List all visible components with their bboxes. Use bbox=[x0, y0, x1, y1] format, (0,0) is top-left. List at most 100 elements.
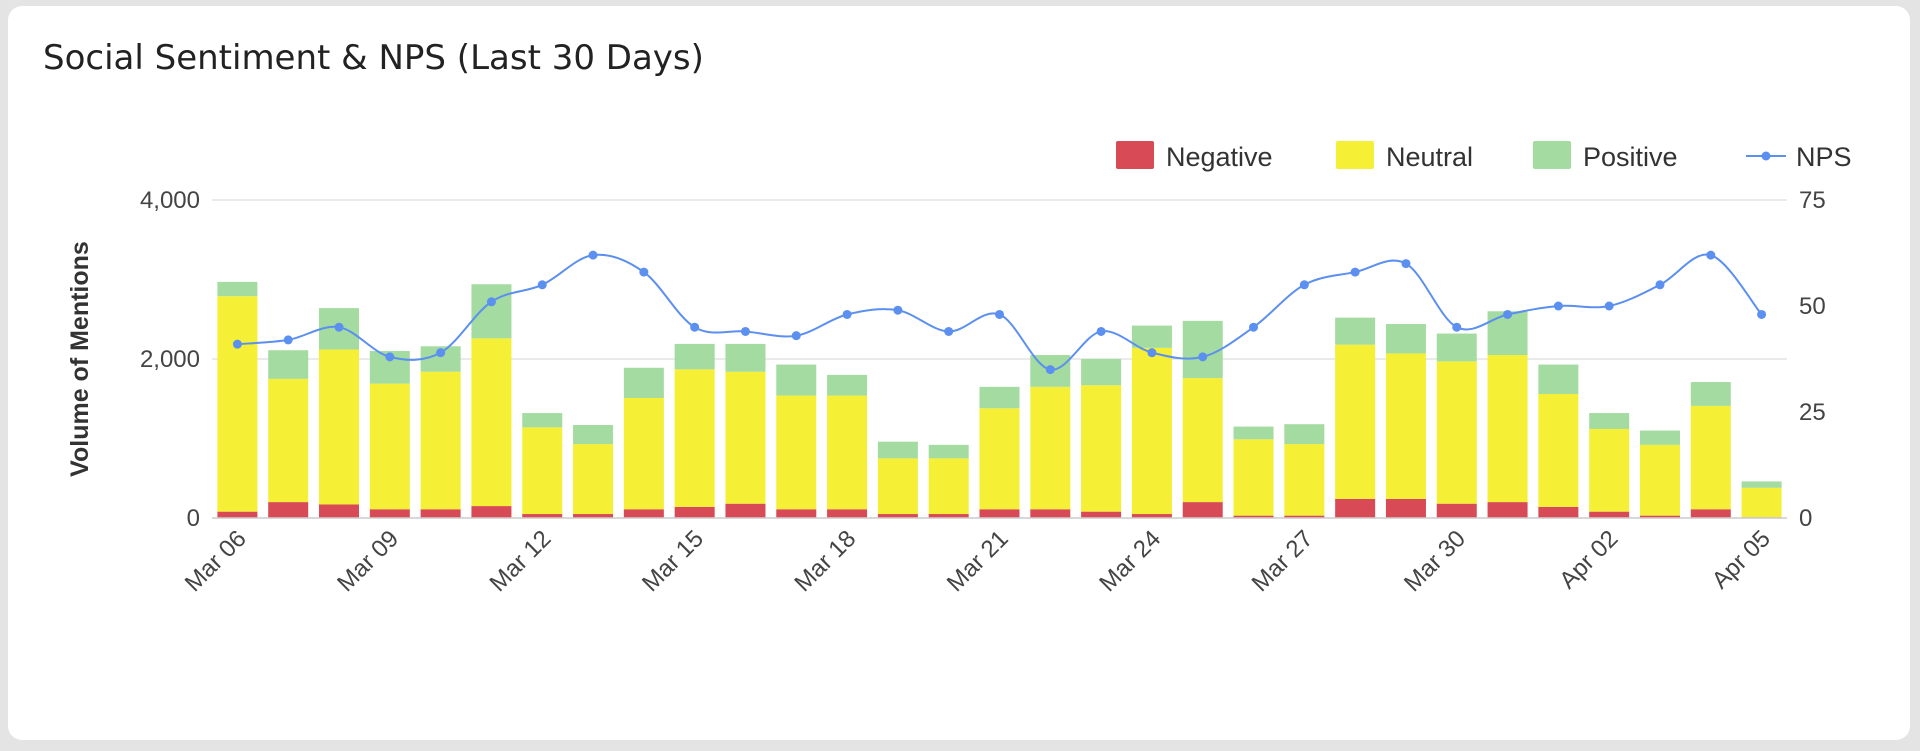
bar-negative-3 bbox=[369, 509, 410, 518]
nps-point-19 bbox=[1198, 352, 1208, 362]
bar-neutral-13 bbox=[877, 458, 918, 515]
bar-negative-24 bbox=[1436, 503, 1477, 518]
bar-neutral-6 bbox=[522, 427, 563, 515]
nps-point-11 bbox=[791, 331, 801, 341]
bar-neutral-7 bbox=[573, 444, 614, 515]
bar-neutral-11 bbox=[776, 395, 817, 510]
nps-point-4 bbox=[436, 348, 446, 358]
nps-point-12 bbox=[842, 309, 852, 319]
bar-negative-27 bbox=[1589, 511, 1630, 518]
bar-negative-21 bbox=[1284, 515, 1325, 518]
x-tick-label: Mar 30 bbox=[1399, 525, 1471, 597]
nps-point-8 bbox=[639, 267, 649, 277]
y2-tick-label: 50 bbox=[1799, 293, 1826, 320]
bar-negative-10 bbox=[725, 503, 766, 518]
x-tick-label: Mar 21 bbox=[942, 525, 1014, 597]
bar-negative-7 bbox=[573, 514, 614, 518]
bar-positive-24 bbox=[1436, 333, 1477, 362]
nps-point-26 bbox=[1553, 301, 1563, 311]
bar-negative-20 bbox=[1233, 515, 1274, 518]
nps-point-30 bbox=[1757, 309, 1767, 319]
chart-title: Social Sentiment & NPS (Last 30 Days) bbox=[43, 38, 704, 78]
nps-point-18 bbox=[1147, 348, 1157, 358]
nps-point-1 bbox=[283, 335, 293, 345]
bar-positive-26 bbox=[1538, 364, 1579, 394]
bar-neutral-28 bbox=[1639, 444, 1680, 516]
legend-swatch-positive[interactable] bbox=[1533, 141, 1571, 169]
bar-positive-8 bbox=[623, 367, 664, 398]
bar-positive-17 bbox=[1081, 359, 1122, 386]
bar-neutral-12 bbox=[827, 395, 868, 510]
bar-neutral-20 bbox=[1233, 439, 1274, 516]
bar-negative-29 bbox=[1690, 509, 1731, 518]
nps-point-29 bbox=[1706, 250, 1716, 260]
bar-neutral-27 bbox=[1589, 428, 1630, 512]
bar-positive-11 bbox=[776, 364, 817, 396]
bar-negative-9 bbox=[674, 506, 715, 518]
bar-positive-9 bbox=[674, 343, 715, 370]
y-tick-label: 2,000 bbox=[140, 346, 200, 373]
legend-label-neutral[interactable]: Neutral bbox=[1386, 142, 1473, 172]
legend-marker-nps bbox=[1761, 151, 1771, 161]
bar-neutral-15 bbox=[979, 408, 1020, 510]
bar-neutral-0 bbox=[217, 296, 258, 512]
bar-positive-5 bbox=[471, 284, 512, 339]
nps-point-13 bbox=[893, 305, 903, 315]
y-tick-label: 0 bbox=[187, 505, 200, 532]
bar-neutral-30 bbox=[1741, 487, 1782, 518]
bar-positive-1 bbox=[268, 350, 309, 379]
x-tick-label: Apr 05 bbox=[1707, 525, 1776, 594]
bar-negative-28 bbox=[1639, 515, 1680, 518]
nps-point-17 bbox=[1096, 326, 1106, 336]
nps-point-22 bbox=[1350, 267, 1360, 277]
x-tick-label: Mar 18 bbox=[789, 525, 861, 597]
y-axis-title: Volume of Mentions bbox=[66, 241, 94, 477]
bar-negative-2 bbox=[319, 504, 360, 518]
bar-neutral-1 bbox=[268, 378, 309, 503]
bar-positive-21 bbox=[1284, 424, 1325, 445]
bar-negative-17 bbox=[1081, 511, 1122, 518]
legend-label-nps[interactable]: NPS bbox=[1796, 142, 1852, 172]
bar-negative-25 bbox=[1487, 502, 1528, 518]
legend-label-positive[interactable]: Positive bbox=[1583, 142, 1678, 172]
legend-swatch-negative[interactable] bbox=[1116, 141, 1154, 169]
bar-negative-6 bbox=[522, 514, 563, 518]
bar-neutral-4 bbox=[420, 371, 461, 510]
y-tick-label: 4,000 bbox=[140, 187, 200, 214]
bar-neutral-21 bbox=[1284, 444, 1325, 516]
bar-positive-27 bbox=[1589, 413, 1630, 429]
x-tick-label: Mar 06 bbox=[180, 525, 252, 597]
bar-negative-11 bbox=[776, 509, 817, 518]
nps-point-27 bbox=[1604, 301, 1614, 311]
bar-positive-29 bbox=[1690, 382, 1731, 406]
bar-neutral-19 bbox=[1182, 378, 1223, 503]
bar-positive-23 bbox=[1385, 324, 1426, 354]
bar-neutral-3 bbox=[369, 383, 410, 510]
legend-swatch-neutral[interactable] bbox=[1336, 141, 1374, 169]
bar-neutral-22 bbox=[1335, 344, 1376, 499]
bar-neutral-8 bbox=[623, 397, 664, 510]
bar-positive-10 bbox=[725, 343, 766, 372]
bar-negative-15 bbox=[979, 509, 1020, 518]
bar-neutral-14 bbox=[928, 458, 969, 515]
bar-neutral-23 bbox=[1385, 353, 1426, 499]
bar-neutral-29 bbox=[1690, 405, 1731, 510]
bar-negative-5 bbox=[471, 506, 512, 518]
nps-point-14 bbox=[944, 326, 954, 336]
bar-negative-26 bbox=[1538, 506, 1579, 518]
x-tick-label: Mar 27 bbox=[1247, 525, 1319, 597]
bar-neutral-18 bbox=[1131, 347, 1172, 515]
bar-positive-12 bbox=[827, 374, 868, 396]
x-tick-label: Mar 09 bbox=[332, 525, 404, 597]
bar-negative-1 bbox=[268, 502, 309, 518]
legend-label-negative[interactable]: Negative bbox=[1166, 142, 1273, 172]
bar-positive-13 bbox=[877, 441, 918, 459]
bar-negative-18 bbox=[1131, 514, 1172, 518]
bar-positive-28 bbox=[1639, 430, 1680, 445]
x-tick-label: Apr 02 bbox=[1554, 525, 1623, 594]
bar-positive-18 bbox=[1131, 325, 1172, 348]
nps-point-7 bbox=[588, 250, 598, 260]
nps-point-28 bbox=[1655, 280, 1665, 290]
nps-point-3 bbox=[385, 352, 395, 362]
bar-positive-0 bbox=[217, 281, 258, 297]
